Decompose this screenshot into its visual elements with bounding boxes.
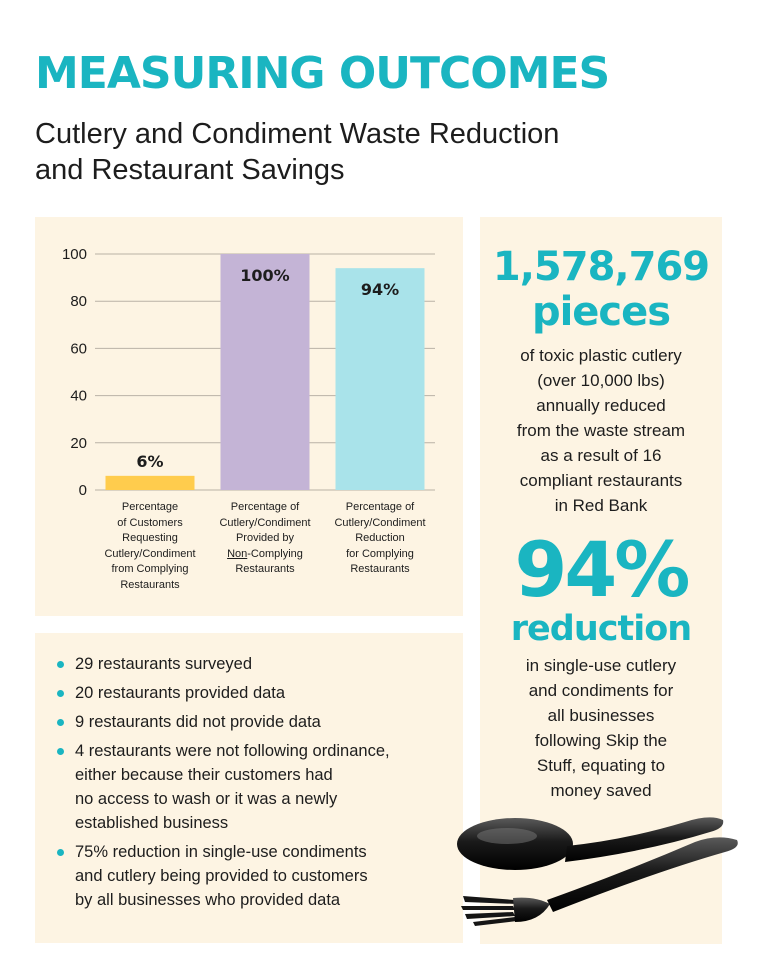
y-tick-label: 60 [70, 340, 87, 357]
list-item-text: 75% reduction in single-use condiments [75, 843, 367, 861]
fork-and-spoon-image [457, 817, 738, 926]
bar-chart: 0 20 40 60 80 100 6% 100% 94% [62, 246, 435, 499]
list-item-text: 20 restaurants provided data [75, 684, 286, 702]
stat-text-line: in Red Bank [554, 496, 648, 515]
fork-icon [461, 837, 738, 926]
bar-2 [220, 254, 310, 490]
page-title: MEASURING OUTCOMES [35, 48, 610, 99]
stat-text-line: and condiments for [528, 681, 674, 700]
list-item-text: 4 restaurants were not following ordinan… [75, 742, 390, 760]
y-tick-label: 0 [79, 482, 87, 499]
list-item-text: 29 restaurants surveyed [75, 655, 253, 673]
x-category-label: Percentage of Cutlery/Condiment Reduction f… [334, 501, 426, 575]
stat-text-line: following Skip the [534, 731, 668, 750]
y-tick-label: 80 [70, 293, 87, 310]
x-category-label: Percentage of Cutlery/Condiment Provided b… [219, 501, 311, 575]
subtitle-line-2: and Restaurant Savings [35, 154, 345, 186]
list-item-text: either because their customers had [75, 766, 333, 784]
stat-text-line: in single-use cutlery [525, 656, 677, 675]
page-subtitle: Cutlery and Condiment Waste Reduction an… [35, 116, 655, 188]
list-item-text: and cutlery being provided to customers [75, 867, 368, 885]
bar-3 [335, 268, 425, 490]
list-item-text: no access to wash or it was a newly [75, 790, 338, 808]
stat-pieces-number: 1,578,769 [492, 244, 710, 290]
list-item-text: established business [75, 814, 229, 832]
y-tick-label: 40 [70, 388, 87, 405]
list-item: 29 restaurants surveyed [57, 652, 457, 676]
stat-text-line: (over 10,000 lbs) [537, 371, 665, 390]
bullet-dot-icon [57, 849, 64, 856]
bullet-dot-icon [57, 661, 64, 668]
chart-panel: 0 20 40 60 80 100 6% 100% 94% Percentage of Custo… [35, 217, 463, 616]
stat-pieces-unit: pieces [531, 289, 671, 335]
list-item: 20 restaurants provided data [57, 681, 457, 705]
list-item: 9 restaurants did not provide data [57, 710, 457, 734]
stat-text-line: of toxic plastic cutlery [520, 346, 682, 365]
stat-text-line: compliant restaurants [519, 471, 683, 490]
stat-text-line: all businesses [547, 706, 655, 725]
bullet-dot-icon [57, 690, 64, 697]
bar-data-label: 6% [136, 452, 163, 471]
bullet-dot-icon [57, 748, 64, 755]
stat-reduction-percent: 94% [514, 525, 691, 614]
stat-reduction-description: in single-use cutlery and condiments for a… [480, 653, 722, 803]
list-item: 4 restaurants were not following ordinan… [57, 739, 457, 835]
stat-pieces-description: of toxic plastic cutlery (over 10,000 lbs… [480, 343, 722, 518]
subtitle-line-1: Cutlery and Condiment Waste Reduction [35, 118, 560, 150]
list-item-text: by all businesses who provided data [75, 891, 341, 909]
list-item: 75% reduction in single-use condiments an… [57, 840, 457, 912]
survey-bullet-list: 29 restaurants surveyed 20 restaurants pr… [35, 652, 457, 917]
y-tick-label: 100 [62, 246, 87, 263]
y-tick-label: 20 [70, 435, 87, 452]
bullets-panel: 29 restaurants surveyed 20 restaurants pr… [35, 633, 463, 943]
x-category-label: Percentage of Customers Requesting Cutlery/… [104, 501, 196, 591]
stat-text-line: Stuff, equating to [536, 756, 666, 775]
stat-text-line: from the waste stream [516, 421, 686, 440]
bullet-dot-icon [57, 719, 64, 726]
stat-text-line: annually reduced [536, 396, 666, 415]
bar-data-label: 100% [240, 266, 289, 285]
stat-reduction-label: reduction [510, 609, 692, 649]
bar-data-label: 94% [361, 280, 399, 299]
bar-1 [105, 475, 195, 490]
stat-text-line: money saved [550, 781, 652, 800]
stat-text-line: as a result of 16 [540, 446, 662, 465]
list-item-text: 9 restaurants did not provide data [75, 713, 321, 731]
spoon-icon [457, 817, 724, 870]
